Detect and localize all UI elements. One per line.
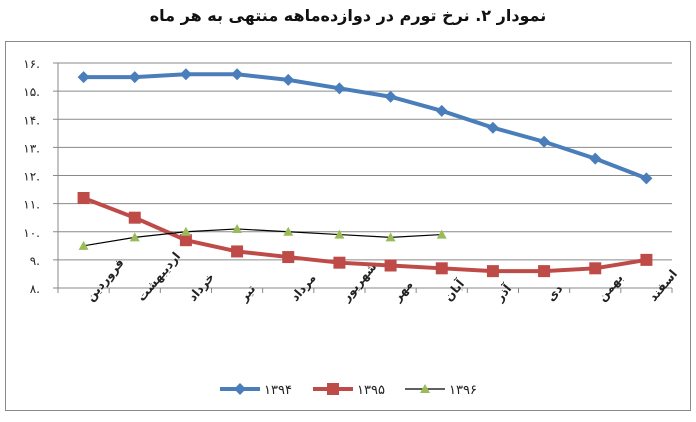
y-tick-label: ۸. [30,282,40,296]
y-tick-label: ۱۲. [23,170,40,184]
data-point [538,135,551,148]
data-point [435,262,448,275]
y-tick-label: ۱۱. [23,198,40,212]
data-point [77,192,90,204]
data-point [231,245,244,258]
y-tick-label: ۱۰. [23,226,40,240]
series-line-1 [82,196,647,274]
data-point [231,68,244,81]
legend-label: ۱۳۹۵ [357,383,385,398]
data-point [589,262,602,275]
data-point [232,223,243,233]
series-line-2 [83,228,442,247]
data-point [384,90,397,103]
data-point [283,226,294,236]
data-point [589,152,602,165]
data-point [640,172,653,185]
x-tick-label: آبان [441,276,468,304]
data-point [333,256,346,269]
chart-title: نمودار ۲. نرخ تورم در دوازده‌ماهه منتهی … [149,6,547,25]
data-point [436,229,447,239]
data-point [179,68,192,81]
data-point [333,82,346,95]
x-tick-label: فروردین [83,256,127,305]
data-point [282,251,295,264]
data-point [78,240,89,250]
legend-marker [234,383,246,395]
data-point [180,226,191,236]
data-point [384,259,397,272]
data-point [486,265,499,278]
data-point [640,253,653,266]
x-tick-label: دی [544,282,566,304]
legend-marker [327,383,339,395]
data-point [77,71,90,84]
y-tick-label: ۱۴. [23,113,40,127]
data-point [282,73,295,86]
y-tick-label: ۹. [30,254,40,268]
data-point [179,234,192,247]
data-point [334,229,345,239]
data-point [435,104,448,117]
y-tick-label: ۱۶. [23,57,40,71]
x-tick-label: خرداد [185,270,217,304]
legend-label: ۱۳۹۴ [264,383,292,398]
data-point [486,121,499,134]
chart-frame [5,41,691,411]
data-point [128,211,141,224]
x-tick-label: بهمن [595,271,626,304]
x-tick-label: اردیبهشت [134,249,183,304]
y-tick-label: ۱۳. [23,141,40,155]
data-point [385,232,396,242]
x-tick-label: اسفند [646,267,680,304]
data-point [128,71,141,84]
legend-label: ۱۳۹۶ [449,383,477,398]
x-tick-label: مرداد [288,271,319,304]
y-tick-label: ۱۵. [23,85,40,99]
x-tick-label: تیر [236,282,258,305]
series-line-0 [83,72,648,181]
legend-marker [420,384,430,393]
x-tick-label: مهر [390,277,416,304]
data-point [129,232,140,242]
x-tick-label: آذر [491,280,515,304]
data-point [538,265,551,278]
